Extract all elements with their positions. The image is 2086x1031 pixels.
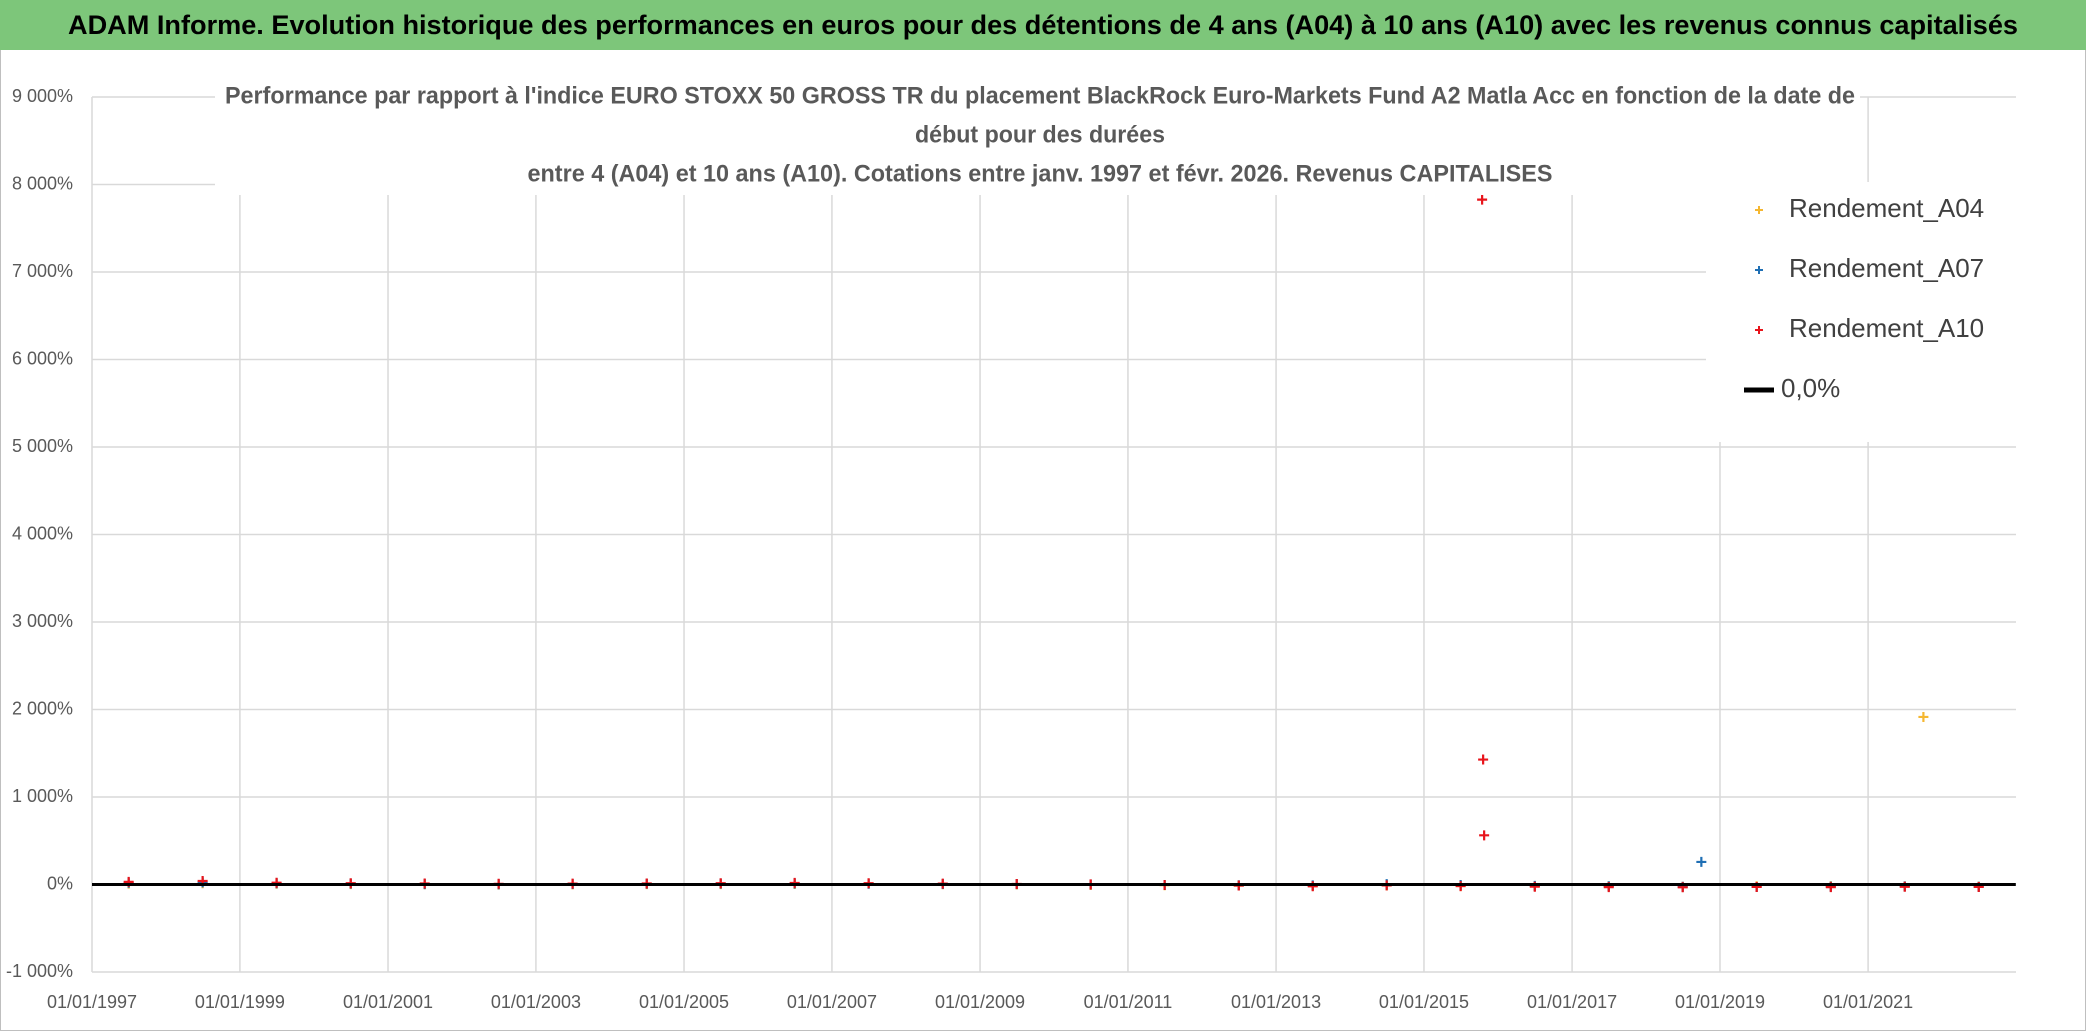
legend: Rendement_A04 Rendement_A07 Rendement_A10 0… [1706, 182, 2016, 442]
y-tick-label: 2 000% [12, 698, 73, 718]
x-tick-label: 01/01/1999 [195, 992, 285, 1012]
y-tick-label: 0% [47, 873, 73, 893]
x-tick-label: 01/01/2013 [1231, 992, 1321, 1012]
x-tick-label: 01/01/2021 [1823, 992, 1913, 1012]
point [271, 877, 282, 888]
point [789, 877, 800, 888]
legend-swatch [1755, 206, 1763, 214]
point [1455, 881, 1466, 892]
legend-label: Rendement_A04 [1789, 193, 1984, 223]
marks [92, 194, 2016, 893]
x-tick-label: 01/01/2005 [639, 992, 729, 1012]
point [1478, 754, 1489, 765]
header-band [0, 0, 2086, 50]
legend-swatch [1755, 326, 1763, 334]
x-tick-label: 01/01/2015 [1379, 992, 1469, 1012]
y-tick-label: 6 000% [12, 348, 73, 368]
x-tick-label: 01/01/1997 [47, 992, 137, 1012]
y-tick-label: 3 000% [12, 611, 73, 631]
legend-label: Rendement_A07 [1789, 253, 1984, 283]
y-tick-label: 8 000% [12, 173, 73, 193]
x-tick-label: 01/01/2017 [1527, 992, 1617, 1012]
x-tick-label: 01/01/2007 [787, 992, 877, 1012]
legend-label: 0,0% [1781, 373, 1840, 403]
title-box [215, 80, 1860, 195]
point [1918, 711, 1929, 722]
y-tick-label: 1 000% [12, 786, 73, 806]
legend-swatch [1755, 266, 1763, 274]
point [1307, 881, 1318, 892]
y-tick-label: 9 000% [12, 86, 73, 106]
x-tick-label: 01/01/2019 [1675, 992, 1765, 1012]
point [1696, 856, 1707, 867]
chart-title: début pour des durées [915, 121, 1165, 148]
point [1479, 830, 1490, 841]
x-tick-label: 01/01/2009 [935, 992, 1025, 1012]
y-tick-label: -1 000% [6, 961, 73, 981]
chart-title: entre 4 (A04) et 10 ans (A10). Cotations… [528, 160, 1553, 187]
x-tick-label: 01/01/2011 [1084, 992, 1173, 1012]
legend-box [1706, 182, 2016, 442]
header-title: ADAM Informe. Evolution historique des p… [68, 10, 2018, 40]
point [1477, 194, 1488, 205]
x-tick-label: 01/01/2001 [343, 992, 433, 1012]
y-tick-label: 7 000% [12, 261, 73, 281]
x-tick-label: 01/01/2003 [491, 992, 581, 1012]
chart-title: Performance par rapport à l'indice EURO … [225, 82, 1855, 109]
legend-label: Rendement_A10 [1789, 313, 1984, 343]
y-tick-label: 4 000% [12, 523, 73, 543]
y-tick-label: 5 000% [12, 436, 73, 456]
